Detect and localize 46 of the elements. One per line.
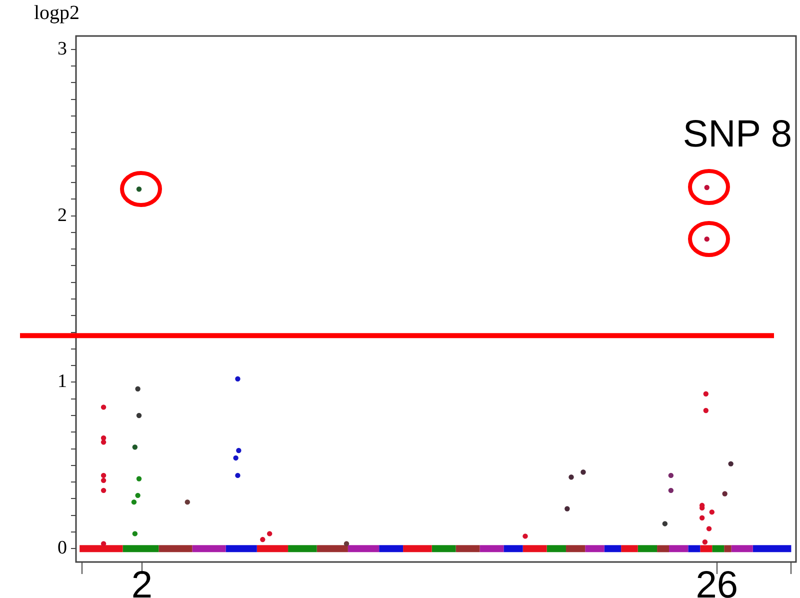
- point: [184, 499, 190, 505]
- point: [136, 186, 142, 192]
- point: [131, 499, 137, 505]
- point: [702, 539, 708, 545]
- point: [100, 404, 106, 410]
- point: [235, 472, 240, 478]
- point: [344, 541, 350, 546]
- point: [709, 509, 714, 515]
- point: [564, 506, 570, 512]
- point: [100, 541, 106, 546]
- point: [722, 491, 728, 496]
- y-axis-title: logp2: [34, 2, 80, 25]
- point: [706, 526, 712, 532]
- point: [668, 472, 674, 478]
- point: [132, 444, 138, 450]
- point: [522, 534, 528, 539]
- point: [703, 391, 709, 396]
- y-tick-label: 3: [58, 38, 67, 60]
- point: [580, 470, 586, 475]
- point: [568, 474, 574, 480]
- point: [233, 455, 238, 461]
- y-tick-label: 2: [58, 204, 67, 226]
- x-tick-label: 26: [696, 564, 738, 598]
- point: [100, 478, 106, 484]
- y-tick-label: 1: [58, 371, 67, 392]
- point: [267, 531, 272, 536]
- point: [260, 536, 266, 542]
- point: [235, 376, 240, 382]
- point: [135, 492, 140, 498]
- point: [100, 472, 106, 478]
- point: [136, 412, 142, 418]
- point: [136, 476, 142, 482]
- point: [236, 448, 242, 454]
- point: [100, 488, 106, 494]
- point: [662, 521, 668, 526]
- point: [704, 236, 710, 242]
- annotation: SNP 8: [682, 113, 792, 156]
- point: [132, 531, 138, 536]
- point: [100, 440, 106, 445]
- point: [703, 408, 709, 414]
- point: [699, 515, 705, 520]
- point: [668, 488, 674, 494]
- point: [728, 461, 734, 466]
- point: [704, 184, 710, 190]
- y-tick-label: 0: [58, 538, 67, 559]
- point: [135, 386, 140, 392]
